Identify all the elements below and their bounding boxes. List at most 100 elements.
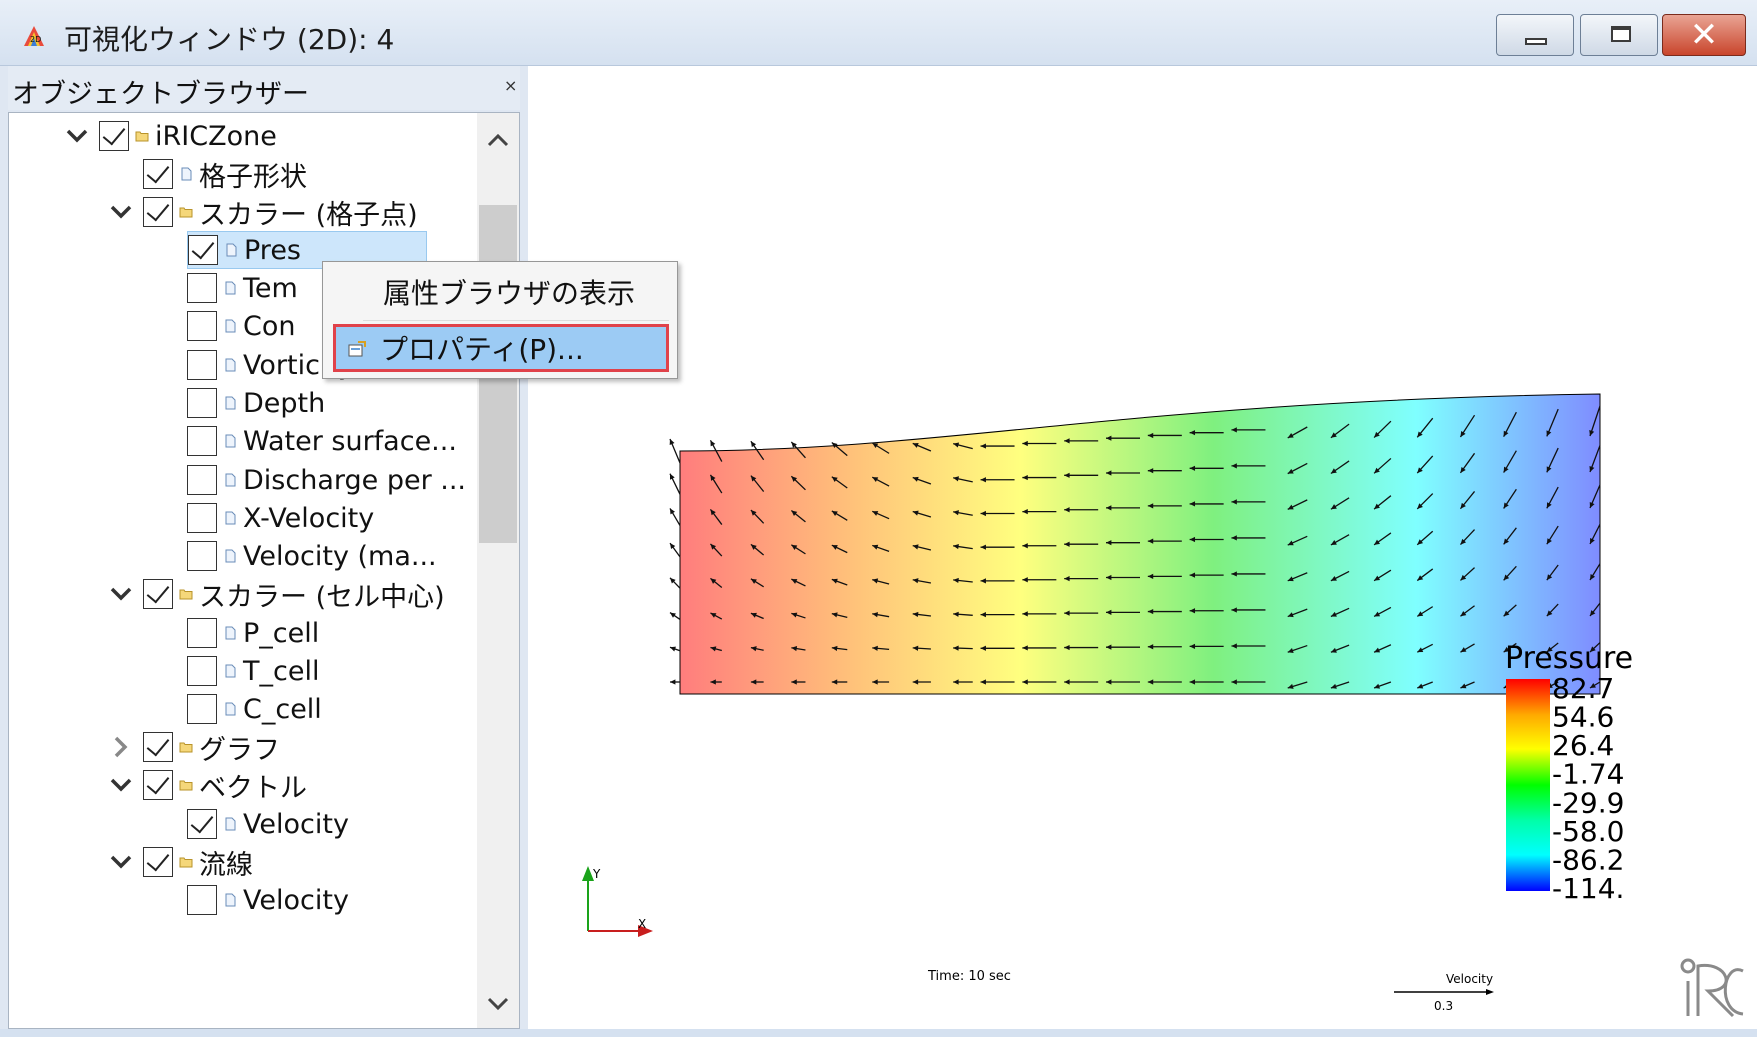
tree-item-checkbox[interactable] bbox=[143, 732, 173, 762]
tree-item[interactable]: グラフ bbox=[143, 728, 280, 766]
tree-item[interactable]: 格子形状 bbox=[143, 155, 307, 193]
tree-item-label: Water surface... bbox=[243, 425, 457, 457]
velocity-arrow-head bbox=[953, 679, 959, 685]
tree-item[interactable]: Con bbox=[187, 307, 295, 345]
tree-item-checkbox[interactable] bbox=[188, 235, 218, 265]
minimize-icon bbox=[1525, 38, 1547, 45]
tree-item-checkbox[interactable] bbox=[187, 809, 217, 839]
velocity-arrow-head bbox=[1106, 644, 1112, 650]
tree-item[interactable]: スカラー (セル中心) bbox=[143, 575, 445, 613]
velocity-arrow-head bbox=[912, 443, 919, 448]
folder-icon bbox=[179, 857, 193, 868]
tree-item-checkbox[interactable] bbox=[187, 656, 217, 686]
tree-item[interactable]: C_cell bbox=[187, 690, 322, 728]
chevron-down-icon[interactable] bbox=[109, 773, 133, 797]
velocity-arrow-head bbox=[831, 679, 838, 685]
tree-item[interactable]: iRICZone bbox=[99, 117, 277, 155]
tree-item-checkbox[interactable] bbox=[187, 694, 217, 724]
velocity-arrow-head bbox=[669, 439, 675, 445]
velocity-arrow-head bbox=[1374, 647, 1381, 653]
tree-item[interactable]: スカラー (格子点) bbox=[143, 193, 418, 231]
tree-item[interactable]: Tem bbox=[187, 269, 298, 307]
tree-item-checkbox[interactable] bbox=[143, 159, 173, 189]
scroll-up-icon[interactable] bbox=[485, 127, 511, 153]
tree-item-label: スカラー (格子点) bbox=[199, 199, 418, 231]
velocity-arrow-head bbox=[1374, 503, 1380, 510]
velocity-arrow-head bbox=[1231, 607, 1237, 613]
velocity-arrow-head bbox=[750, 544, 757, 550]
chevron-down-icon[interactable] bbox=[109, 582, 133, 606]
tree-item-checkbox[interactable] bbox=[187, 541, 217, 571]
velocity-arrow-head bbox=[1106, 505, 1112, 511]
chevron-down-icon[interactable] bbox=[109, 850, 133, 874]
tree-item[interactable]: T_cell bbox=[187, 652, 319, 690]
tree-item-checkbox[interactable] bbox=[143, 579, 173, 609]
velocity-arrow-head bbox=[872, 443, 879, 449]
tree-item-checkbox[interactable] bbox=[99, 121, 129, 151]
menu-item-label: プロパティ(P)... bbox=[380, 333, 584, 366]
velocity-arrow-head bbox=[1147, 538, 1154, 544]
chevron-down-icon[interactable] bbox=[109, 200, 133, 224]
velocity-arrow-head bbox=[980, 443, 986, 449]
velocity-arrow-head bbox=[1287, 612, 1294, 618]
velocity-arrow-head bbox=[980, 679, 986, 685]
velocity-arrow-head bbox=[1231, 427, 1237, 433]
legend-tick-label: -29.9 bbox=[1552, 786, 1624, 819]
tree-item-checkbox[interactable] bbox=[187, 273, 217, 303]
tree-item[interactable]: P_cell bbox=[187, 614, 319, 652]
tree-item-checkbox[interactable] bbox=[187, 311, 217, 341]
velocity-arrow-head bbox=[1147, 608, 1154, 615]
tree-item-checkbox[interactable] bbox=[187, 426, 217, 456]
tree-item-checkbox[interactable] bbox=[187, 503, 217, 533]
tree-item-checkbox[interactable] bbox=[187, 885, 217, 915]
tree-item-label: Pres bbox=[244, 234, 301, 266]
tree-item-checkbox[interactable] bbox=[187, 350, 217, 380]
velocity-arrow-head bbox=[670, 612, 676, 618]
velocity-arrow-head bbox=[1330, 575, 1337, 581]
tree-item-checkbox[interactable] bbox=[187, 388, 217, 418]
velocity-arrow-head bbox=[831, 510, 838, 516]
scroll-down-icon[interactable] bbox=[485, 991, 511, 1017]
tree-item[interactable]: Discharge per ... bbox=[187, 461, 466, 499]
maximize-button[interactable] bbox=[1580, 14, 1658, 56]
velocity-arrow-head bbox=[791, 679, 797, 685]
tree-item[interactable]: Water surface... bbox=[187, 422, 457, 460]
velocity-arrow-head bbox=[1022, 577, 1028, 583]
chevron-down-icon[interactable] bbox=[65, 124, 89, 148]
velocity-arrow-head bbox=[912, 645, 919, 651]
tree-item[interactable]: ベクトル bbox=[143, 766, 307, 804]
tree-item-checkbox[interactable] bbox=[187, 465, 217, 495]
velocity-arrow-head bbox=[791, 510, 798, 516]
panel-close-icon[interactable]: × bbox=[504, 76, 518, 95]
tree-scrollbar[interactable] bbox=[477, 113, 519, 1028]
velocity-arrow-head bbox=[1374, 683, 1381, 689]
document-icon bbox=[225, 396, 236, 410]
tree-item-checkbox[interactable] bbox=[143, 847, 173, 877]
velocity-arrow-head bbox=[980, 544, 986, 550]
visualization-canvas[interactable]: Pressure 82.754.626.4-1.74-29.9-58.0-86.… bbox=[528, 66, 1757, 1029]
tree-item[interactable]: Velocity bbox=[187, 805, 349, 843]
menu-item-show-attribute-browser[interactable]: 属性ブラウザの表示 bbox=[327, 270, 673, 314]
tree-item-checkbox[interactable] bbox=[143, 197, 173, 227]
close-button[interactable]: ✕ bbox=[1662, 14, 1746, 56]
tree-item[interactable]: Depth bbox=[187, 384, 325, 422]
tree-item-checkbox[interactable] bbox=[187, 618, 217, 648]
minimize-button[interactable] bbox=[1496, 14, 1574, 56]
tree-item-checkbox[interactable] bbox=[143, 770, 173, 800]
velocity-arrow-head bbox=[1189, 465, 1196, 471]
tree-item[interactable]: 流線 bbox=[143, 843, 253, 881]
chevron-right-icon[interactable] bbox=[109, 735, 133, 759]
velocity-arrow-head bbox=[1330, 468, 1337, 474]
tree-item[interactable]: Velocity (ma... bbox=[187, 537, 437, 575]
velocity-arrow-head bbox=[710, 543, 717, 550]
velocity-arrow-head bbox=[710, 679, 716, 685]
tree-item[interactable]: X-Velocity bbox=[187, 499, 374, 537]
menu-item-properties[interactable]: プロパティ(P)... bbox=[333, 324, 669, 372]
velocity-scale-legend: Velocity 0.3 bbox=[1394, 972, 1494, 1013]
visualization-view[interactable]: Pressure 82.7 54.6 26.4 -1.74 -29.9 -58.0 -86.… bbox=[528, 66, 1757, 1029]
velocity-arrow-head bbox=[1147, 468, 1154, 474]
tree-item[interactable]: Velocity bbox=[187, 881, 349, 919]
velocity-arrow-head bbox=[1189, 679, 1196, 685]
object-tree[interactable]: iRICZone 格子形状 スカラー (格子点) Pres Tem Con Vorticit… bbox=[8, 112, 520, 1029]
velocity-arrow-head bbox=[1231, 679, 1237, 685]
